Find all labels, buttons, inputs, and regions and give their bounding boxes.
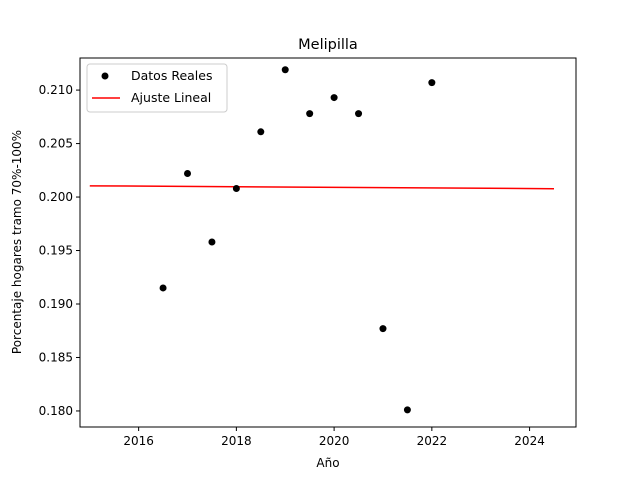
y-axis-title: Porcentaje hogares tramo 70%-100% [10, 130, 24, 354]
y-tick-label: 0.185 [39, 350, 73, 364]
y-tick-label: 0.200 [39, 190, 73, 204]
data-point [184, 170, 192, 178]
fit-line-group [89, 185, 555, 190]
x-tick-label: 2018 [221, 434, 252, 448]
data-point [428, 79, 436, 87]
fit-line-ajuste-lineal [89, 185, 555, 190]
y-tick-label: 0.210 [39, 83, 73, 97]
legend-label-datos-reales: Datos Reales [131, 68, 212, 83]
x-tick-label: 2022 [417, 434, 448, 448]
data-point [159, 284, 167, 292]
data-point [306, 110, 314, 118]
y-axis-ticks: 0.180 0.185 0.190 0.195 0.200 0.205 0.210 [39, 83, 80, 418]
plot-frame [79, 57, 577, 428]
legend-label-ajuste-lineal: Ajuste Lineal [131, 90, 211, 105]
data-point [257, 128, 265, 136]
chart-title: Melipilla [298, 37, 358, 53]
data-point [379, 325, 387, 333]
data-point [281, 66, 289, 74]
legend-marker-datos-reales [101, 72, 109, 80]
x-axis-ticks: 2016 2018 2020 2022 2024 [123, 427, 545, 448]
x-tick-label: 2016 [123, 434, 154, 448]
y-tick-label: 0.205 [39, 137, 73, 151]
plot-area [80, 58, 576, 427]
data-point [208, 238, 216, 246]
data-point [232, 184, 240, 192]
y-tick-label: 0.180 [39, 404, 73, 418]
x-tick-label: 2024 [514, 434, 545, 448]
y-tick-label: 0.190 [39, 297, 73, 311]
legend-box [86, 63, 228, 113]
scatter-points [159, 66, 436, 414]
legend: Datos Reales Ajuste Lineal [86, 63, 228, 113]
x-tick-label: 2020 [319, 434, 350, 448]
x-axis-title: Año [316, 456, 339, 470]
data-point [403, 406, 411, 414]
data-point [330, 94, 338, 102]
y-tick-label: 0.195 [39, 244, 73, 258]
data-point [355, 110, 363, 118]
